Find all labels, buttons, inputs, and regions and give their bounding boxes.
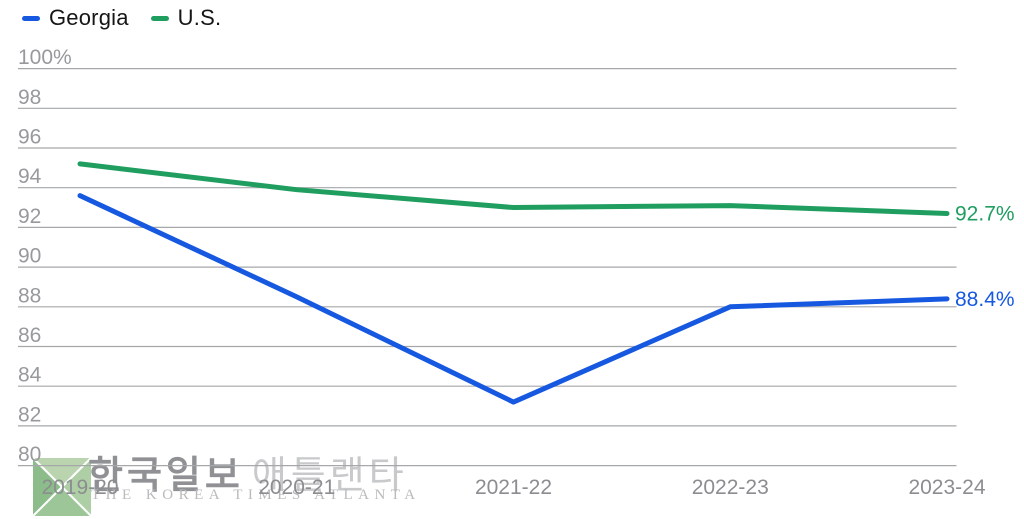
georgia-line-swatch-icon bbox=[22, 15, 40, 21]
watermark-korean-text: 한국일보 애틀랜타 bbox=[88, 444, 408, 499]
us-line bbox=[77, 161, 950, 217]
legend-item-us: U.S. bbox=[150, 5, 222, 31]
georgia-line bbox=[77, 193, 950, 405]
y-tick-label: 88 bbox=[18, 284, 41, 307]
y-tick-label: 92 bbox=[18, 205, 41, 228]
y-tick-label: 94 bbox=[18, 165, 42, 188]
y-tick-label: 82 bbox=[18, 403, 41, 426]
y-tick-label: 100% bbox=[18, 46, 72, 69]
y-tick-label: 84 bbox=[18, 364, 42, 387]
y-tick-label: 90 bbox=[18, 245, 41, 268]
y-tick-label: 98 bbox=[18, 86, 41, 109]
legend-label-us: U.S. bbox=[177, 5, 222, 30]
legend-label-georgia: Georgia bbox=[49, 5, 129, 30]
us-line-swatch-icon bbox=[150, 15, 169, 21]
legend-item-georgia: Georgia bbox=[22, 5, 129, 31]
x-tick-label: 2019-20 bbox=[41, 476, 118, 499]
x-tick-label: 2020-21 bbox=[258, 476, 335, 499]
y-tick-label: 80 bbox=[18, 443, 41, 466]
x-tick-label: 2022-23 bbox=[692, 476, 769, 499]
georgia-value-label: 88.4% bbox=[955, 288, 1015, 311]
y-tick-label: 96 bbox=[18, 126, 41, 149]
watermark-korean-subtitle: 애틀랜타 bbox=[251, 455, 408, 497]
x-tick-label: 2021-22 bbox=[475, 476, 552, 499]
legend: Georgia U.S. bbox=[22, 5, 221, 31]
us-value-label: 92.7% bbox=[955, 203, 1015, 226]
watermark-korean-title: 한국일보 bbox=[88, 455, 244, 497]
x-tick-label: 2023-24 bbox=[908, 476, 985, 499]
y-tick-label: 86 bbox=[18, 324, 41, 347]
watermark-caption: THE KOREA TIMES ATLANTA bbox=[91, 487, 421, 503]
korea-times-logo-icon bbox=[30, 455, 94, 519]
